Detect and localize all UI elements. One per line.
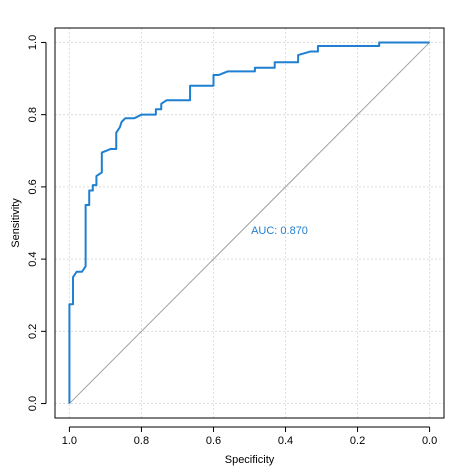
y-tick-label: 0.8 bbox=[27, 107, 39, 122]
x-tick-label: 0.0 bbox=[422, 435, 437, 447]
x-tick-label: 1.0 bbox=[62, 435, 77, 447]
y-tick-label: 1.0 bbox=[27, 35, 39, 50]
y-tick-label: 0.2 bbox=[27, 324, 39, 339]
x-tick-label: 0.2 bbox=[350, 435, 365, 447]
x-axis-title: Specificity bbox=[225, 454, 275, 466]
plot-frame bbox=[54, 27, 445, 419]
y-tick-label: 0.6 bbox=[27, 179, 39, 194]
y-tick-label: 0.4 bbox=[27, 251, 39, 266]
y-axis: 0.0 0.2 0.4 0.6 0.8 1.0 bbox=[27, 35, 47, 411]
y-tick-label: 0.0 bbox=[27, 396, 39, 411]
reference-diagonal-line bbox=[69, 42, 430, 404]
x-tick-label: 0.4 bbox=[278, 435, 293, 447]
y-axis-title: Sensitivity bbox=[10, 198, 22, 248]
grid-layer bbox=[55, 28, 444, 418]
roc-curve-line bbox=[68, 41, 430, 404]
x-tick-label: 0.8 bbox=[134, 435, 149, 447]
x-tick-label: 0.6 bbox=[206, 435, 221, 447]
auc-annotation: AUC: 0.870 bbox=[251, 225, 308, 237]
x-axis: 1.0 0.8 0.6 0.4 0.2 0.0 bbox=[62, 426, 437, 447]
